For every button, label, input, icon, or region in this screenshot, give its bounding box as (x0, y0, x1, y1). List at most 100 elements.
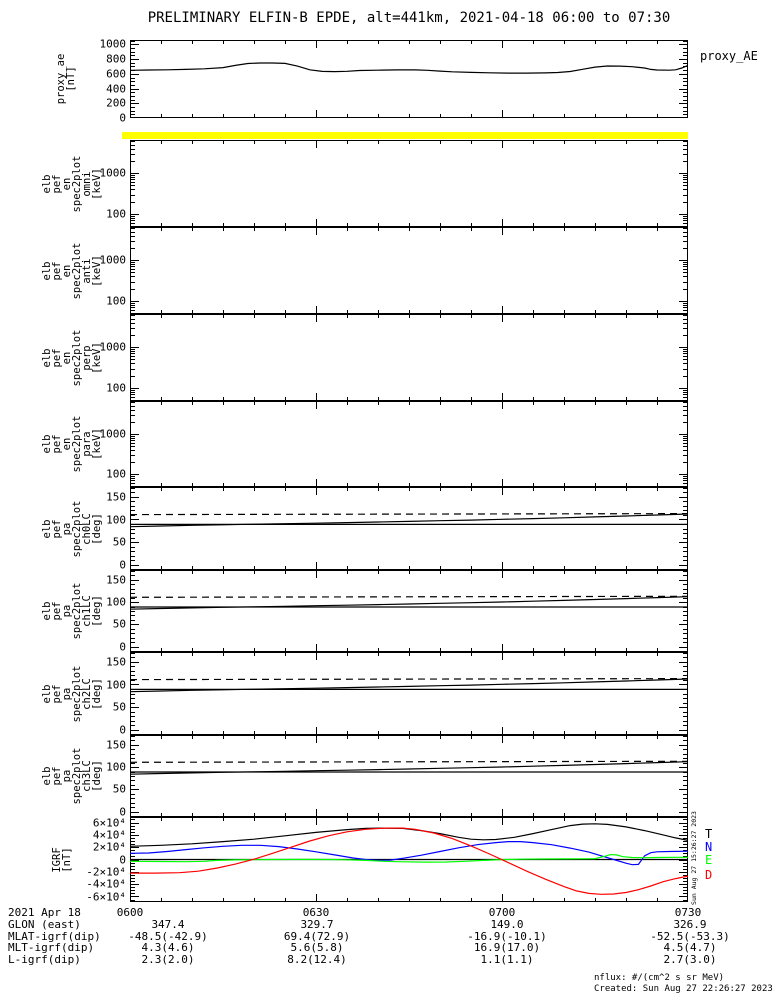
ytick-label-en_perp-1000: 1000 (99, 340, 127, 354)
footer-row-label: MLT-igrf(dip) (8, 941, 95, 954)
footer-date-label: 2021 Apr 18 (8, 906, 81, 919)
panel-en_perp (130, 314, 688, 401)
panel-pa_ch2lc (130, 652, 688, 735)
side-timestamp: Sun Aug 27 15:26:27 2023 (690, 811, 698, 905)
ytick-label-igrf--2×10⁴: -2×10⁴ (86, 865, 126, 879)
axis-label-en_anti: elb pef en spec2plot anti [keV] (41, 242, 103, 299)
panel-pa_ch0lc (130, 487, 688, 570)
panel-pa_ch3lc (130, 735, 688, 817)
panel-en_para (130, 401, 688, 487)
plot-title: PRELIMINARY ELFIN-B EPDE, alt=441km, 202… (147, 10, 671, 26)
panel-pa_ch1lc (130, 570, 688, 652)
time-tick-label-0730: 0730 (674, 906, 702, 919)
nflux-units-note: nflux: #/(cm^2 s sr MeV) (594, 973, 725, 983)
axis-label-proxy_ae: proxy_ae [nT] (55, 53, 77, 105)
ytick-label-pa_ch1lc-100: 100 (106, 595, 126, 609)
footer-value: 149.0 (490, 918, 524, 931)
ytick-label-igrf-6×10⁴: 6×10⁴ (92, 816, 126, 829)
footer-value: 16.9(17.0) (473, 941, 541, 954)
axis-label-en_omni: elb pef en spec2plot omni [keV] (41, 155, 103, 212)
footer-value: 4.5(4.7) (663, 941, 717, 954)
series-igrf-T (130, 823, 688, 847)
ytick-label-proxy_ae-1000: 1000 (99, 37, 127, 51)
footer-row-label: L-igrf(dip) (8, 952, 81, 966)
series-igrf-E (130, 853, 688, 863)
time-tick-label-0600: 0600 (116, 906, 144, 919)
ytick-label-pa_ch0lc-150: 150 (106, 490, 126, 504)
ytick-label-en_omni-100: 100 (106, 207, 126, 221)
panel-igrf (130, 817, 688, 902)
series-pa_ch0lc-anti-losscone (130, 513, 688, 516)
footer-value: -16.9(-10.1) (467, 929, 547, 943)
axis-label-igrf: IGRF [nT] (51, 846, 73, 873)
footer-value: 1.1(1.1) (480, 952, 534, 966)
ytick-label-pa_ch3lc-150: 150 (106, 738, 126, 752)
ytick-label-pa_ch0lc-0: 0 (119, 558, 126, 572)
igrf-legend-N: N (705, 840, 713, 854)
series-proxy_ae-proxy_AE (130, 62, 688, 74)
igrf-legend-T: T (705, 827, 713, 841)
series-igrf-D (130, 827, 688, 895)
ytick-label-proxy_ae-400: 400 (106, 82, 126, 96)
footer-value: 8.2(12.4) (287, 952, 347, 966)
ytick-label-pa_ch1lc-50: 50 (112, 617, 126, 631)
ytick-label-igrf-2×10⁴: 2×10⁴ (92, 840, 126, 854)
footer-value: 326.9 (673, 918, 707, 931)
series-pa_ch1lc-anti-losscone (130, 595, 688, 598)
footer-row-label: GLON (east) (8, 918, 81, 931)
proxy-ae-legend: proxy_AE (700, 49, 758, 63)
axis-label-en_para: elb pef en spec2plot para [keV] (41, 415, 103, 473)
axis-label-en_perp: elb pef en spec2plot perp [keV] (41, 329, 103, 386)
ytick-label-pa_ch2lc-100: 100 (106, 678, 126, 691)
ytick-label-pa_ch2lc-0: 0 (119, 723, 126, 737)
axis-label-pa_ch1lc: elb pef pa spec2plot ch1LC [deg] (41, 582, 103, 640)
ytick-label-igrf--4×10⁴: -4×10⁴ (86, 877, 126, 891)
axis-label-pa_ch0lc: elb pef pa spec2plot ch0LC [deg] (41, 500, 103, 557)
igrf-legend-E: E (705, 853, 713, 867)
series-pa_ch2lc-anti-losscone (130, 678, 688, 681)
footer-value: 329.7 (300, 918, 334, 931)
time-tick-label-0630: 0630 (302, 906, 330, 919)
ytick-label-pa_ch3lc-100: 100 (106, 760, 126, 774)
ytick-label-igrf-4×10⁴: 4×10⁴ (92, 828, 126, 842)
panel-en_anti (130, 227, 688, 314)
ytick-label-pa_ch0lc-50: 50 (112, 535, 126, 549)
ytick-label-en_perp-100: 100 (106, 381, 126, 395)
ytick-label-en_anti-100: 100 (106, 294, 126, 308)
ytick-label-en_para-100: 100 (106, 467, 126, 481)
time-tick-label-0700: 0700 (488, 906, 516, 919)
footer-value: 4.3(4.6) (141, 941, 195, 954)
footer-value: 2.3(2.0) (141, 952, 195, 966)
series-pa_ch3lc-anti-losscone (130, 760, 688, 763)
ytick-label-igrf-0: 0 (119, 853, 126, 866)
ytick-label-igrf--6×10⁴: -6×10⁴ (86, 890, 126, 903)
axis-label-pa_ch2lc: elb pef pa spec2plot ch2LC [deg] (41, 665, 103, 722)
ytick-label-pa_ch2lc-150: 150 (106, 655, 126, 669)
spectrogram-status-bar (122, 132, 688, 139)
ytick-label-pa_ch1lc-0: 0 (119, 640, 126, 654)
series-igrf-N (130, 841, 688, 866)
ytick-label-pa_ch1lc-150: 150 (106, 573, 126, 587)
ytick-label-en_para-1000: 1000 (99, 427, 127, 441)
footer-value: -52.5(-53.3) (650, 929, 730, 943)
ytick-label-proxy_ae-600: 600 (106, 67, 126, 81)
created-timestamp: Created: Sun Aug 27 22:26:27 2023 (594, 984, 773, 994)
footer-value: 69.4(72.9) (283, 929, 351, 943)
ytick-label-en_anti-1000: 1000 (99, 253, 127, 267)
ytick-label-pa_ch2lc-50: 50 (112, 700, 126, 714)
panel-en_omni (130, 140, 688, 227)
ytick-label-pa_ch3lc-50: 50 (112, 782, 126, 796)
axis-label-pa_ch3lc: elb pef pa spec2plot ch3LC [deg] (41, 747, 103, 805)
igrf-legend-D: D (705, 868, 713, 882)
footer-row-label: MLAT-igrf(dip) (8, 929, 101, 943)
panel-proxy_ae (130, 40, 688, 118)
ytick-label-pa_ch0lc-100: 100 (106, 513, 126, 526)
footer-value: 2.7(3.0) (663, 952, 717, 966)
ytick-label-proxy_ae-800: 800 (106, 52, 126, 66)
ytick-label-pa_ch3lc-0: 0 (119, 805, 126, 819)
footer-value: 347.4 (151, 918, 185, 931)
footer-value: -48.5(-42.9) (128, 929, 208, 943)
ytick-label-en_omni-1000: 1000 (99, 166, 127, 180)
footer-value: 5.6(5.8) (290, 941, 344, 954)
